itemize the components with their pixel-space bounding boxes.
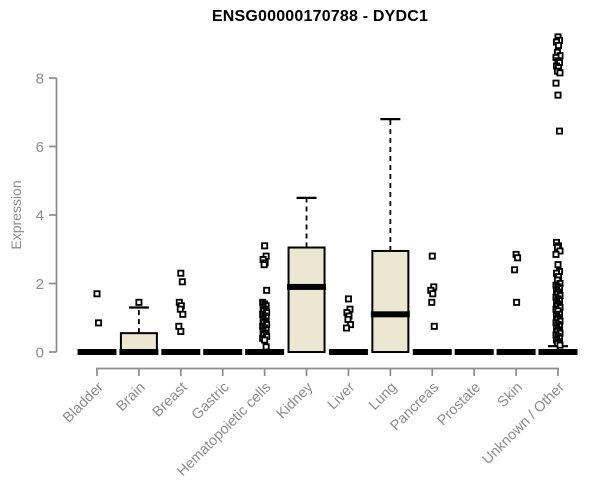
y-tick-label: 2 [36, 276, 44, 293]
x-tick-label: Kidney [274, 379, 317, 422]
outlier-point [556, 69, 564, 77]
outlier-point [429, 290, 437, 298]
median-line [370, 311, 410, 318]
outlier-point [178, 278, 186, 286]
median-line [412, 349, 452, 355]
median-line [287, 283, 327, 290]
outlier-point [556, 341, 564, 349]
x-tick-label: Skin [495, 380, 526, 411]
outlier-point [260, 261, 268, 269]
x-tick-label: Prostate [435, 380, 484, 429]
y-tick-label: 4 [36, 208, 44, 225]
outlier-point [263, 286, 271, 294]
outlier-point [552, 79, 560, 87]
outlier-point [513, 298, 521, 306]
outlier-point [177, 269, 185, 277]
outlier-point [342, 324, 350, 332]
median-line [538, 349, 578, 355]
median-line [119, 349, 159, 355]
outlier-point [555, 41, 563, 49]
x-tick-label: Liver [325, 379, 359, 413]
outlier-point [95, 319, 103, 327]
x-tick-label: Breast [150, 380, 191, 421]
median-line [328, 349, 368, 355]
median-line [77, 349, 117, 355]
outlier-point [428, 252, 436, 260]
y-tick-label: 0 [36, 345, 44, 362]
x-tick-label: Bladder [60, 379, 107, 426]
outlier-point [552, 250, 560, 258]
outlier-point [93, 290, 101, 298]
y-axis-title: Expression [8, 180, 24, 250]
outlier-point [135, 298, 143, 306]
median-line [245, 349, 285, 355]
outlier-point [261, 242, 269, 250]
outlier-point [556, 127, 564, 135]
outlier-point [262, 343, 270, 351]
y-tick-label: 8 [36, 71, 44, 88]
outlier-point [514, 254, 522, 262]
y-tick-label: 6 [36, 139, 44, 156]
outlier-point [430, 322, 438, 330]
x-tick-label: Lung [366, 380, 400, 414]
median-line [496, 349, 536, 355]
outlier-point [511, 266, 519, 274]
outlier-point [428, 298, 436, 306]
outlier-point [554, 91, 562, 99]
median-line [161, 349, 201, 355]
median-line [454, 349, 494, 355]
chart-title: ENSG00000170788 - DYDC1 [211, 8, 429, 25]
outlier-point [261, 336, 269, 344]
box [287, 246, 326, 354]
outlier-point [554, 261, 562, 269]
median-line [203, 349, 243, 355]
outlier-point [177, 327, 185, 335]
box [371, 249, 410, 353]
outlier-point [179, 310, 187, 318]
x-tick-label: Brain [113, 380, 148, 415]
outlier-point [344, 295, 352, 303]
